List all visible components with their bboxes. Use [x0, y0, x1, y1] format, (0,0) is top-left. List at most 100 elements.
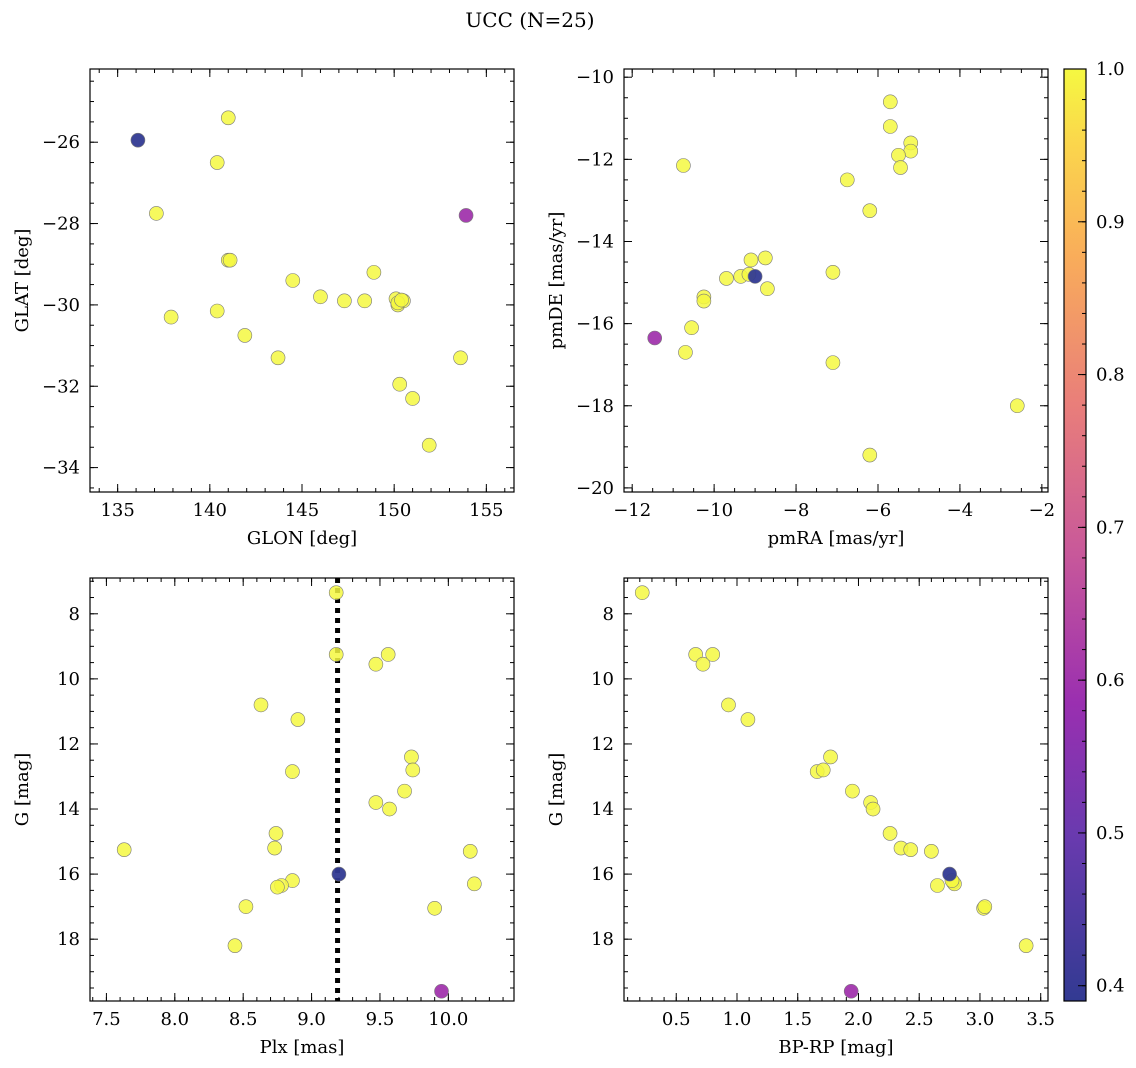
data-point	[337, 293, 352, 309]
data-point	[357, 293, 372, 309]
data-point	[843, 983, 859, 999]
y-tick-label: −18	[576, 396, 614, 417]
colorbar: 0.4 0.5 0.6 0.7 0.8 0.9 1.0	[1063, 59, 1125, 1002]
y-tick-label: 16	[57, 864, 80, 885]
x-tick-label: 135	[100, 500, 134, 521]
data-point	[368, 656, 384, 672]
y-tick-label: 16	[591, 864, 614, 885]
data-point	[467, 876, 482, 892]
data-point	[458, 208, 474, 223]
data-point	[394, 292, 409, 308]
panel-plx-g: 7.5 8.0 8.5 9.0 9.5 10.0 8 10 12 14 16 18 Plx [mas] G…	[12, 577, 515, 1058]
data-point	[865, 801, 881, 817]
data-point	[427, 900, 442, 916]
data-point	[313, 289, 328, 305]
y-tick-label: 14	[57, 799, 80, 820]
x-tick-label: 9.5	[366, 1009, 395, 1030]
data-point	[678, 345, 693, 360]
data-point	[977, 899, 993, 914]
panel-bprp-g: 0.5 1.0 1.5 2.0 2.5 3.0 3.5 8 10 12 14 16 18 BP-RP [m…	[546, 577, 1055, 1058]
y-tick-label: −30	[42, 295, 80, 316]
data-point	[823, 749, 838, 765]
x-tick-label: 150	[377, 500, 411, 521]
data-point	[453, 350, 468, 366]
data-point	[285, 273, 301, 288]
data-point	[237, 328, 253, 343]
data-point	[825, 355, 841, 370]
x-tick-label: 1.5	[783, 1009, 812, 1030]
y-tick-label: −12	[576, 149, 614, 170]
colorbar-tick-label: 0.4	[1096, 976, 1125, 997]
data-point	[331, 866, 347, 882]
data-point	[392, 376, 408, 392]
data-point	[328, 647, 344, 662]
data-point	[825, 264, 841, 280]
data-point	[404, 749, 419, 765]
y-axis-label: G [mag]	[12, 753, 33, 826]
data-point	[405, 391, 420, 406]
x-tick-label: −8	[783, 500, 810, 521]
axes-frame	[623, 577, 1049, 1002]
data-point	[268, 826, 284, 841]
y-tick-label: 8	[69, 604, 80, 625]
data-point	[382, 801, 397, 817]
data-point	[1018, 938, 1034, 953]
data-point	[747, 269, 763, 284]
axes-frame	[89, 577, 515, 1002]
y-tick-label: −20	[576, 478, 614, 499]
colorbar-fill	[1064, 69, 1086, 1001]
x-tick-label: 145	[285, 500, 319, 521]
data-point	[209, 303, 225, 319]
x-tick-label: 10.0	[428, 1009, 468, 1030]
y-tick-label: 10	[591, 669, 614, 690]
data-point	[270, 879, 285, 895]
x-tick-label: 3.0	[966, 1009, 995, 1030]
y-tick-label: 14	[591, 799, 614, 820]
x-tick-label: −6	[865, 500, 892, 521]
data-point	[721, 697, 736, 713]
y-tick-label: −16	[576, 314, 614, 335]
colorbar-tick-label: 0.9	[1096, 212, 1125, 233]
data-point	[719, 271, 734, 286]
y-axis-label: GLAT [deg]	[12, 229, 33, 333]
y-tick-label: −26	[42, 132, 80, 153]
data-point	[882, 826, 898, 841]
data-point	[220, 110, 236, 126]
data-point	[862, 203, 878, 218]
y-axis-label: G [mag]	[546, 753, 567, 826]
x-tick-label: 2.0	[844, 1009, 873, 1030]
y-tick-label: −32	[42, 376, 80, 397]
data-point	[285, 764, 300, 779]
y-tick-label: 12	[591, 734, 614, 755]
data-point	[740, 712, 756, 727]
colorbar-frame	[1063, 68, 1087, 1002]
x-tick-label: −10	[695, 500, 733, 521]
data-point	[380, 647, 396, 662]
x-tick-label: 8.5	[229, 1009, 258, 1030]
data-point	[253, 697, 269, 713]
data-point	[270, 350, 286, 366]
y-tick-label: 18	[57, 929, 80, 950]
x-tick-label: 155	[469, 500, 503, 521]
data-point	[328, 585, 344, 600]
x-tick-label: 3.5	[1026, 1009, 1055, 1030]
data-point	[696, 293, 712, 309]
data-point	[222, 252, 238, 268]
panel-pmra-pmde: −12 −10 −8 −6 −4 −2 −10 −12 −14 −16 −18 −20 pmRA [ma…	[546, 67, 1055, 549]
x-tick-label: −12	[613, 500, 651, 521]
data-point	[462, 844, 478, 859]
data-point	[366, 265, 382, 280]
data-point	[1009, 398, 1025, 414]
y-tick-label: 18	[591, 929, 614, 950]
y-tick-label: −34	[42, 458, 80, 479]
data-point	[267, 840, 282, 856]
data-point	[760, 281, 775, 297]
axes-frame	[623, 68, 1049, 493]
x-tick-label: 0.5	[662, 1009, 691, 1030]
y-tick-label: −14	[576, 231, 614, 252]
x-tick-label: 1.0	[723, 1009, 752, 1030]
data-point	[227, 938, 243, 953]
x-axis-label: GLON [deg]	[247, 528, 357, 549]
y-tick-label: 8	[603, 604, 614, 625]
